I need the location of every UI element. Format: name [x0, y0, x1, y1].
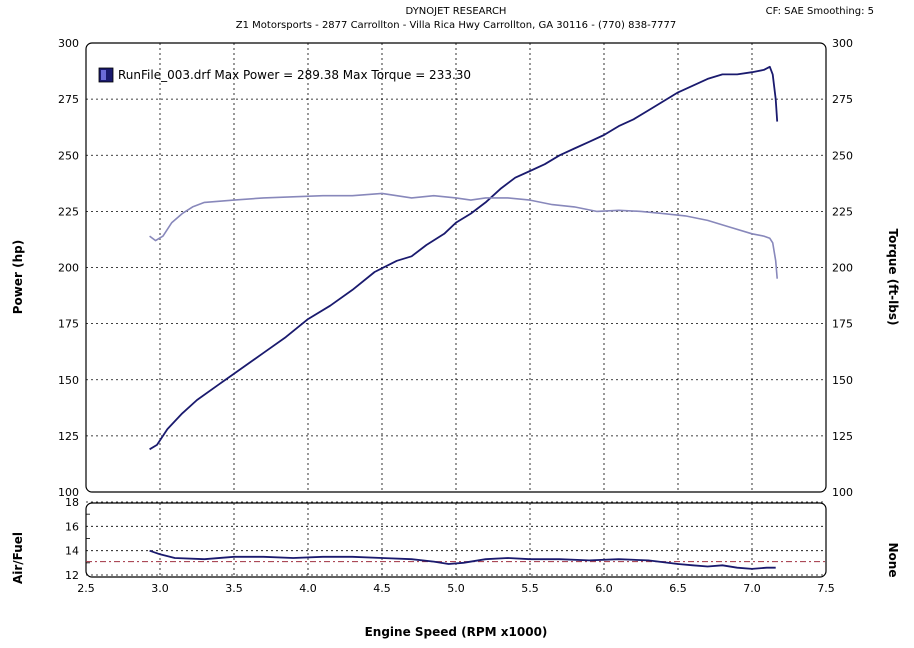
header-settings: CF: SAE Smoothing: 5 — [766, 6, 874, 17]
afr-y-tick: 16 — [65, 520, 79, 533]
afr-grid — [86, 501, 826, 577]
power-y-tick: 150 — [58, 374, 79, 387]
rpm-x-tick: 3.0 — [151, 582, 169, 595]
rpm-x-tick: 7.0 — [743, 582, 761, 595]
power-y-tick: 250 — [58, 149, 79, 162]
rpm-x-tick: 4.0 — [299, 582, 317, 595]
afr-y-tick: 12 — [65, 569, 79, 582]
power-y-tick: 300 — [58, 37, 79, 50]
power-y-tick: 125 — [58, 430, 79, 443]
power-y-tick: 200 — [58, 262, 79, 275]
header-company: DYNOJET RESEARCH — [406, 6, 507, 17]
power-curve — [149, 65, 779, 451]
afr-y-tick: 14 — [65, 545, 79, 558]
power-grid — [86, 43, 826, 492]
rpm-x-tick: 5.5 — [521, 582, 539, 595]
afr-curve — [149, 549, 776, 570]
rpm-x-tick: 5.0 — [447, 582, 465, 595]
afr-y-tick-labels: 12 14 16 18 — [65, 496, 90, 582]
torque-y-tick: 250 — [832, 149, 853, 162]
afr-series — [86, 549, 826, 570]
torque-y-tick: 100 — [832, 486, 853, 499]
rpm-x-tick: 7.5 — [817, 582, 835, 595]
power-y-tick: 175 — [58, 318, 79, 331]
rpm-x-tick: 6.0 — [595, 582, 613, 595]
rpm-x-tick: 4.5 — [373, 582, 391, 595]
afr-y-tick: 18 — [65, 496, 79, 509]
power-y-tick: 275 — [58, 93, 79, 106]
x-axis-label: Engine Speed (RPM x1000) — [365, 625, 548, 639]
power-y-tick-labels: 100 125 150 175 200 225 250 275 300 — [58, 37, 79, 499]
torque-y-tick: 275 — [832, 93, 853, 106]
power-y-tick: 100 — [58, 486, 79, 499]
afr-axis-label: Air/Fuel — [11, 532, 25, 584]
torque-y-tick: 300 — [832, 37, 853, 50]
header-address: Z1 Motorsports - 2877 Carrollton - Villa… — [236, 20, 676, 31]
legend-text: RunFile_003.drf Max Power = 289.38 Max T… — [118, 68, 471, 82]
afr-right-axis-label: None — [886, 543, 900, 578]
rpm-x-tick: 2.5 — [77, 582, 95, 595]
power-axis-label: Power (hp) — [11, 240, 25, 314]
torque-y-tick: 200 — [832, 262, 853, 275]
torque-y-tick: 125 — [832, 430, 853, 443]
power-torque-series — [149, 65, 779, 451]
legend-swatch-highlight — [101, 70, 106, 80]
torque-y-tick: 225 — [832, 205, 853, 218]
torque-y-tick: 175 — [832, 318, 853, 331]
rpm-x-tick: 6.5 — [669, 582, 687, 595]
torque-curve — [149, 192, 778, 279]
torque-y-tick-labels: 100 125 150 175 200 225 250 275 300 — [832, 37, 853, 499]
rpm-x-tick-labels: 2.5 3.0 3.5 4.0 4.5 5.0 5.5 6.0 6.5 7.0 7.5 — [77, 582, 835, 595]
torque-y-tick: 150 — [832, 374, 853, 387]
power-y-tick: 225 — [58, 205, 79, 218]
torque-axis-label: Torque (ft-lbs) — [886, 229, 900, 326]
rpm-x-tick: 3.5 — [225, 582, 243, 595]
